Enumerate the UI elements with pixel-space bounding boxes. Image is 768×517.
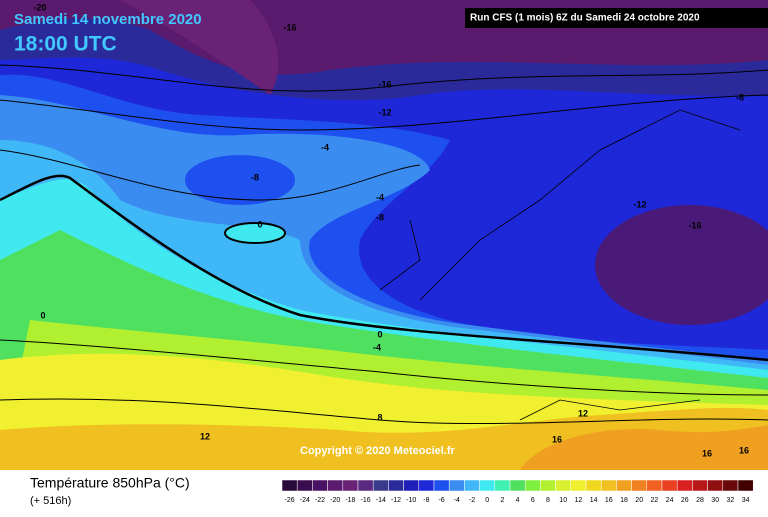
legend-tick: 24 (666, 497, 674, 504)
legend-tick: -18 (345, 497, 355, 504)
legend-swatch (357, 479, 374, 492)
contour-label: -16 (688, 220, 701, 230)
contour-label: -12 (378, 107, 391, 117)
legend-swatch (403, 479, 420, 492)
footer-title: Température 850hPa (°C) (30, 475, 190, 491)
legend: -26 -24 -22 -20 -18 -16 -14 -12 -10 -8 -6 -4 -2 0 2 4 6 8… (281, 479, 754, 504)
legend-tick: 20 (635, 497, 643, 504)
legend-swatch (312, 479, 328, 492)
legend-swatch (372, 479, 389, 492)
legend-tick: 12 (575, 497, 583, 504)
legend-swatch (342, 479, 359, 492)
legend-swatch (722, 479, 739, 492)
contour-label: 16 (739, 445, 749, 455)
legend-swatch (540, 479, 556, 492)
contour-label: 8 (377, 412, 382, 422)
date: Samedi 14 novembre 2020 (14, 11, 202, 28)
legend-tick: 16 (605, 497, 613, 504)
contour-label: -4 (321, 142, 329, 152)
legend-swatch (479, 479, 496, 492)
legend-swatch (616, 479, 632, 492)
run-info: Run CFS (1 mois) 6Z du Samedi 24 octobre… (470, 13, 700, 24)
legend-swatch (509, 479, 526, 492)
legend-tick: -24 (300, 497, 310, 504)
legend-swatch (433, 479, 450, 492)
legend-tick: -22 (315, 497, 325, 504)
map (0, 0, 768, 471)
contour-label: -16 (283, 22, 296, 32)
contour-label: 12 (578, 408, 588, 418)
copyright: Copyright © 2020 Meteociel.fr (300, 445, 456, 457)
contour-label: -8 (736, 92, 744, 102)
legend-tick: 26 (681, 497, 689, 504)
legend-tick: -6 (438, 497, 444, 504)
legend-tick: 30 (711, 497, 719, 504)
legend-tick: 8 (546, 497, 550, 504)
legend-swatch (281, 479, 298, 492)
legend-tick: -8 (423, 497, 429, 504)
legend-tick: 10 (559, 497, 567, 504)
legend-swatch (418, 479, 435, 492)
legend-tick: 0 (485, 497, 489, 504)
legend-tick: 2 (500, 497, 504, 504)
legend-swatch (388, 479, 404, 492)
legend-swatch (707, 479, 724, 492)
contour-labels: -20 -16 -16 -12 -8 -4 -8 -4 -8 0 -12 -16 0 -4 8 12 12 16 1… (33, 2, 749, 458)
contour-label: -4 (376, 192, 384, 202)
legend-tick: -10 (406, 497, 416, 504)
legend-tick: 28 (696, 497, 704, 504)
legend-swatch (692, 479, 708, 492)
contour-label: 0 (40, 310, 45, 320)
legend-swatch (737, 479, 754, 492)
legend-tick: 32 (727, 497, 735, 504)
contour-label: 16 (702, 448, 712, 458)
contour-label: -12 (633, 199, 646, 209)
legend-swatch (646, 479, 663, 492)
contour-label: -16 (378, 79, 391, 89)
footer-lead: (+ 516h) (30, 495, 71, 507)
run-box (465, 8, 768, 28)
legend-swatch (676, 479, 693, 492)
legend-swatch (585, 479, 602, 492)
legend-tick: -12 (391, 497, 401, 504)
contour-label: -4 (373, 342, 381, 352)
legend-tick: -2 (469, 497, 475, 504)
legend-swatch (600, 479, 617, 492)
contour-label: -20 (33, 2, 46, 12)
legend-swatch (296, 479, 313, 492)
contour-label: 12 (200, 431, 210, 441)
legend-swatch (327, 479, 344, 492)
contour-label: 0 (377, 329, 382, 339)
legend-tick: -14 (376, 497, 386, 504)
legend-swatch (555, 479, 572, 492)
legend-swatch (494, 479, 511, 492)
legend-tick: 22 (651, 497, 659, 504)
legend-tick: 18 (620, 497, 628, 504)
legend-tick: -20 (330, 497, 340, 504)
legend-tick: -16 (361, 497, 371, 504)
legend-tick: 6 (531, 497, 535, 504)
legend-swatch (631, 479, 648, 492)
legend-tick: -4 (454, 497, 460, 504)
contour-label: 0 (257, 219, 262, 229)
legend-swatch (570, 479, 587, 492)
legend-tick: 4 (516, 497, 520, 504)
legend-swatch (448, 479, 465, 492)
time: 18:00 UTC (14, 33, 117, 56)
legend-tick: 14 (590, 497, 598, 504)
contour-label: -8 (251, 172, 259, 182)
legend-swatch (524, 479, 541, 492)
legend-swatch (464, 479, 480, 492)
contour-label: 16 (552, 434, 562, 444)
contour-label: -8 (376, 212, 384, 222)
legend-tick: 34 (742, 497, 750, 504)
legend-tick: -26 (285, 497, 295, 504)
legend-swatch (661, 479, 678, 492)
